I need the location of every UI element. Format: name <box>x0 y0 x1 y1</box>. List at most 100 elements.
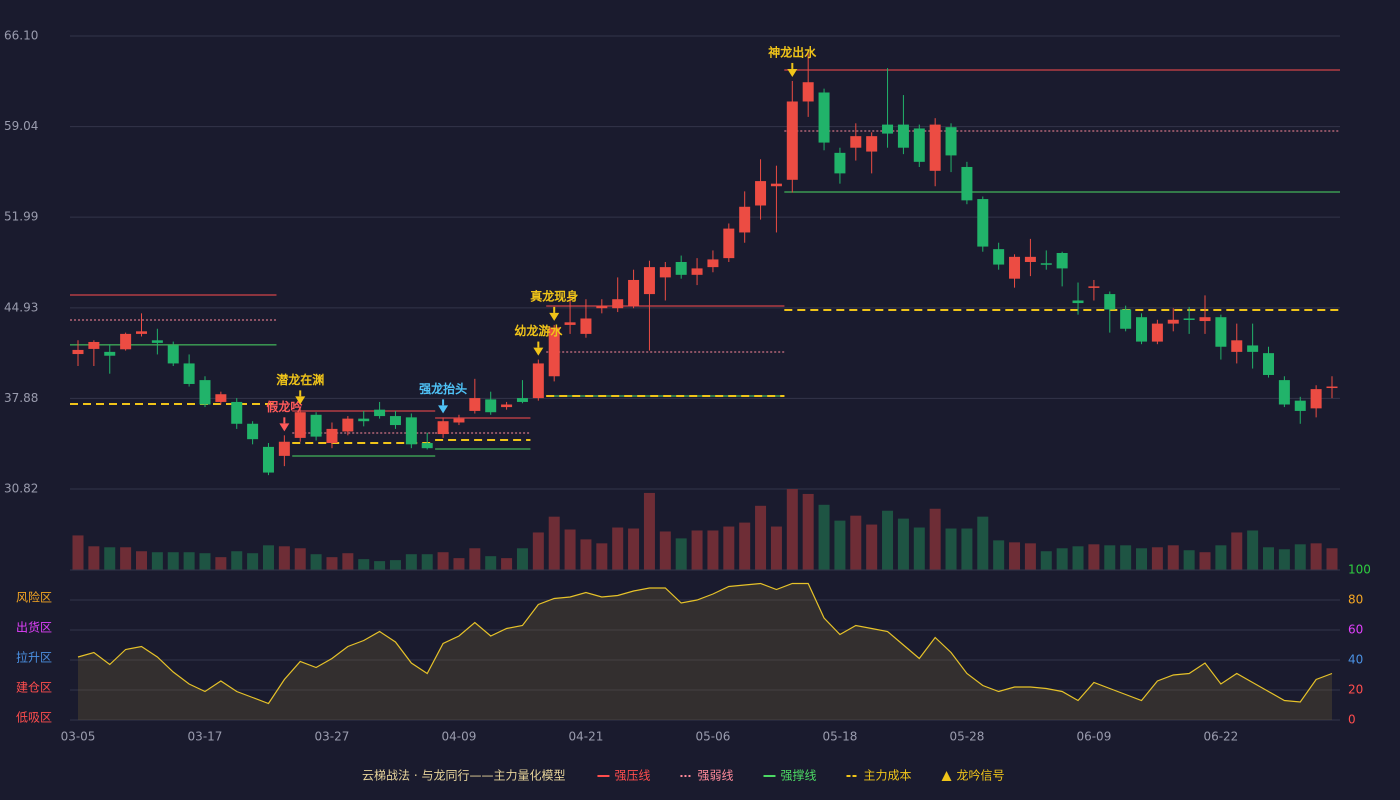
volume-bar <box>739 522 751 570</box>
candle-body <box>358 418 370 422</box>
candle-body <box>659 267 671 278</box>
volume-bar <box>643 492 655 570</box>
candle-body <box>1151 323 1163 342</box>
signal-arrow <box>533 347 544 356</box>
volume-bar <box>1294 544 1306 570</box>
volume-bar <box>834 520 846 570</box>
candle-body <box>961 166 973 201</box>
candle-body <box>72 349 84 355</box>
volume-bar <box>374 561 386 570</box>
volume-bar <box>1199 552 1211 570</box>
y-tick-label: 59.04 <box>4 119 38 133</box>
volume-bar <box>929 508 941 570</box>
volume-bar <box>945 528 957 570</box>
volume-bar <box>516 548 528 570</box>
volume-bar <box>580 539 592 570</box>
legend-label: 强压线 <box>614 769 650 783</box>
candle-body <box>135 331 147 334</box>
volume-bar <box>485 556 497 570</box>
candle-body <box>1231 340 1243 352</box>
zone-label: 拉升区 <box>16 650 52 665</box>
candle-body <box>1136 317 1148 342</box>
signal-label: 真龙现身 <box>530 288 578 303</box>
y-tick-label: 66.10 <box>4 29 38 43</box>
volume-bar <box>1056 548 1068 570</box>
candle-body <box>1215 317 1227 347</box>
volume-bar <box>262 545 274 570</box>
candle-body <box>643 267 655 295</box>
volume-bar <box>72 535 84 570</box>
volume-bar <box>247 553 259 570</box>
candle-body <box>1278 380 1290 405</box>
y-tick-label: 51.99 <box>4 210 38 224</box>
volume-bar <box>405 554 417 570</box>
candle-body <box>548 327 560 377</box>
zone-label: 出货区 <box>16 620 52 635</box>
volume-bar <box>1024 543 1036 570</box>
candle-body <box>485 399 497 413</box>
x-tick-label: 06-09 <box>1076 730 1111 744</box>
volume-bar <box>1263 547 1275 570</box>
x-tick-label: 03-05 <box>61 730 96 744</box>
legend-label: 强弱线 <box>697 769 733 783</box>
y2-tick-label: 20 <box>1348 683 1363 697</box>
volume-bar <box>707 530 719 570</box>
candle-body <box>850 136 862 148</box>
volume-bar <box>596 543 608 570</box>
volume-bar <box>389 560 401 570</box>
legend-label: 龙吟信号 <box>957 768 1005 783</box>
candle-body <box>1072 300 1084 304</box>
candle-body <box>612 299 624 309</box>
y-tick-label: 30.82 <box>4 482 38 496</box>
candle-body <box>1009 256 1021 279</box>
volume-bar <box>786 489 798 570</box>
candle-body <box>707 259 719 268</box>
candle-body <box>247 423 259 440</box>
volume-bar <box>501 558 513 570</box>
y2-tick-label: 100 <box>1348 563 1371 577</box>
candle-body <box>977 199 989 247</box>
x-tick-label: 04-21 <box>569 730 604 744</box>
candle-body <box>786 101 798 180</box>
candle-body <box>897 124 909 148</box>
candle-body <box>1263 353 1275 375</box>
signal-label: 假龙吟 <box>266 399 302 414</box>
candle-body <box>215 394 227 402</box>
candle-body <box>723 228 735 259</box>
candle-body <box>882 124 894 134</box>
signal-arrow <box>295 396 306 405</box>
volume-bar <box>326 557 338 570</box>
candle-body <box>691 268 703 275</box>
volume-bar <box>564 529 576 570</box>
volume-bar <box>120 547 132 570</box>
x-tick-label: 05-28 <box>949 730 984 744</box>
candle-body <box>596 305 608 309</box>
x-tick-label: 03-17 <box>188 730 223 744</box>
candle-body <box>1120 309 1132 329</box>
candle-body <box>389 416 401 426</box>
volume-bar <box>850 515 862 570</box>
candle-body <box>421 443 433 449</box>
volume-bar <box>167 552 179 570</box>
candle-body <box>167 345 179 364</box>
volume-bar <box>1104 545 1116 570</box>
signal-label: 潜龙在渊 <box>276 372 324 387</box>
candle-body <box>834 152 846 174</box>
candle-body <box>532 363 544 399</box>
candle-body <box>755 181 767 206</box>
candle-body <box>770 183 782 187</box>
candle-body <box>469 398 481 411</box>
candle-body <box>231 401 243 424</box>
volume-bar <box>310 554 322 570</box>
candle-body <box>453 418 465 423</box>
candle-body <box>405 417 417 445</box>
candle-body <box>818 92 830 143</box>
oscillator-area <box>78 583 1332 720</box>
volume-bar <box>532 532 544 570</box>
volume-bar <box>993 540 1005 570</box>
volume-bar <box>215 557 227 570</box>
volume-bar <box>1215 545 1227 570</box>
candle-body <box>1056 252 1068 269</box>
volume-bar <box>1167 545 1179 570</box>
